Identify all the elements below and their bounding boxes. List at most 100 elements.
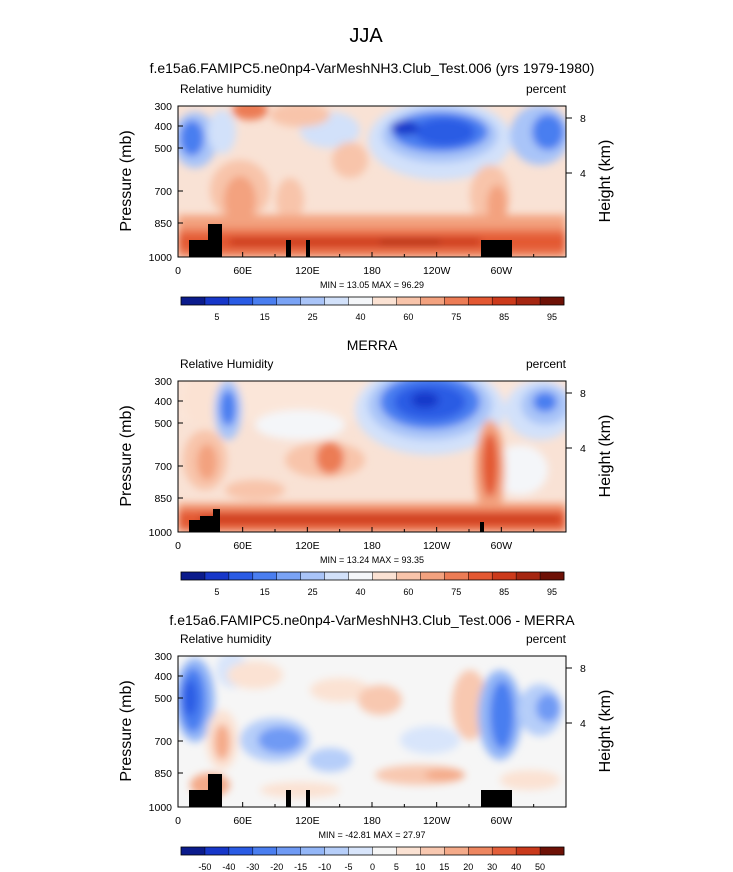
panel-3-x-tick-label: 120E: [295, 815, 320, 827]
panel-3-colorbar-box: [444, 847, 469, 855]
panel-3-y2label: Height (km): [597, 690, 614, 773]
panel-3-colorbar-label: 30: [487, 862, 497, 872]
panel-1-colorbar-box: [444, 297, 469, 305]
panel-2-colorbar-box: [420, 572, 445, 580]
panel-2-colorbar-box: [468, 572, 493, 580]
panel-1-colorbar-box: [276, 297, 301, 305]
panel-2-field: [178, 381, 566, 532]
panel-2-y2-tick-label: 4: [580, 443, 586, 455]
panel-1-field: [178, 106, 566, 257]
panel-2-x-tick-label: 60W: [491, 540, 513, 552]
panel-3-colorbar-box: [372, 847, 397, 855]
panel-2-colorbar-label: 5: [214, 587, 219, 597]
panel-1-x-tick-label: 60W: [491, 265, 513, 277]
panel-1-y-tick-label: 700: [154, 186, 172, 198]
panel-2-colorbar-label: 75: [451, 587, 461, 597]
panel-1-right-label: percent: [526, 82, 567, 96]
panel-3-title: f.e15a6.FAMIPC5.ne0np4-VarMeshNH3.Club_T…: [169, 612, 575, 628]
panel-2-colorbar-box: [181, 572, 206, 580]
panel-3-colorbar-box: [228, 847, 254, 855]
panel-2-colorbar-label: 25: [308, 587, 318, 597]
panel-3-colorbar-box: [396, 847, 421, 855]
panel-3-colorbar-label: -5: [345, 862, 353, 872]
panel-3-x-tick-label: 120W: [423, 815, 451, 827]
panel-1-y-tick-label: 850: [154, 218, 172, 230]
panel-2-colorbar-box: [324, 572, 349, 580]
panel-3-colorbar-label: -30: [246, 862, 259, 872]
panel-2-colorbar-box: [516, 572, 541, 580]
panel-3-x-tick-label: 60E: [233, 815, 252, 827]
panel-3-colorbar-box: [468, 847, 493, 855]
panel-3-colorbar-box: [492, 847, 517, 855]
panel-1-x-tick-label: 120E: [295, 265, 320, 277]
panel-1-colorbar-box: [396, 297, 421, 305]
panel-2-x-tick-label: 60E: [233, 540, 252, 552]
panel-3-colorbar-label: 0: [370, 862, 375, 872]
panel-2-y-tick-label: 500: [154, 418, 172, 430]
panel-3-colorbar: -50 -40 -30 -20 -15 -10 -5 0 5 10 15 20 30 40 50: [180, 846, 565, 872]
panel-1-colorbar: 5 15 25 40 60 75 85 95: [180, 296, 565, 322]
panel-1-y2label: Height (km): [597, 140, 614, 223]
panel-1-stats: MIN = 13.05 MAX = 96.29: [320, 280, 424, 290]
panel-1-left-label: Relative humidity: [180, 82, 271, 96]
panel-1-y-tick-label: 500: [154, 143, 172, 155]
figure-title: JJA: [349, 25, 383, 47]
panel-2-colorbar-box: [348, 572, 373, 580]
panel-3-colorbar-box: [540, 847, 565, 855]
panel-1-x-tick-label: 0: [175, 265, 181, 277]
panel-1-ylabel: Pressure (mb): [118, 130, 135, 231]
panel-3-left-label: Relative humidity: [180, 632, 271, 646]
panel-3-colorbar-box: [300, 847, 325, 855]
panel-3-y-tick-label: 850: [154, 768, 172, 780]
panel-3-colorbar-box: [252, 847, 278, 855]
panel-3-ylabel: Pressure (mb): [118, 680, 135, 781]
panel-3-stats: MIN = -42.81 MAX = 27.97: [318, 830, 425, 840]
panel-1-colorbar-box: [516, 297, 541, 305]
panel-2-left-label: Relative Humidity: [180, 357, 273, 371]
panel-1-colorbar-label: 40: [356, 312, 366, 322]
panel-2-y-tick-label: 1000: [149, 527, 173, 539]
panel-3-y2-tick-label: 8: [580, 663, 586, 675]
panel-1-y-tick-label: 300: [154, 101, 172, 113]
panel-3-y-tick-label: 300: [154, 651, 172, 663]
panel-1-colorbar-label: 60: [403, 312, 413, 322]
panel-2-colorbar-box: [396, 572, 421, 580]
panel-1-colorbar-box: [540, 297, 565, 305]
panel-2-colorbar-box: [228, 572, 254, 580]
panel-1-colorbar-box: [300, 297, 325, 305]
panel-3-y-tick-label: 400: [154, 671, 172, 683]
panel-1-colorbar-label: 75: [451, 312, 461, 322]
panel-1-colorbar-box: [420, 297, 445, 305]
panel-3-colorbar-label: -15: [294, 862, 307, 872]
panel-1-colorbar-box: [252, 297, 278, 305]
panel-2-ylabel: Pressure (mb): [118, 405, 135, 506]
panel-2-title: MERRA: [347, 337, 398, 353]
panel-1-y-tick-label: 400: [154, 121, 172, 133]
panel-3-y-tick-label: 700: [154, 736, 172, 748]
panel-3-colorbar-label: 5: [394, 862, 399, 872]
panel-3-right-label: percent: [526, 632, 567, 646]
panel-2-stats: MIN = 13.24 MAX = 93.35: [320, 555, 424, 565]
panel-3-x-tick-label: 0: [175, 815, 181, 827]
panel-2-colorbar-box: [372, 572, 397, 580]
panel-2-colorbar-box: [492, 572, 517, 580]
panel-2-colorbar-label: 85: [499, 587, 509, 597]
panel-2-colorbar-box: [252, 572, 278, 580]
panel-2-y-tick-label: 300: [154, 376, 172, 388]
panel-3-colorbar-box: [324, 847, 349, 855]
panel-2-colorbar-label: 40: [356, 587, 366, 597]
panel-1-colorbar-box: [372, 297, 397, 305]
panel-1-colorbar-label: 85: [499, 312, 509, 322]
panel-2-x-tick-label: 120W: [423, 540, 451, 552]
panel-3-colorbar-label: 50: [535, 862, 545, 872]
panel-1-y-tick-label: 1000: [149, 252, 173, 264]
panel-3-colorbar-label: 40: [511, 862, 521, 872]
panel-1-colorbar-label: 95: [547, 312, 557, 322]
panel-2-colorbar-label: 15: [260, 587, 270, 597]
panel-3-y-tick-label: 1000: [149, 802, 173, 814]
panel-3-colorbar-label: 20: [463, 862, 473, 872]
panel-3-colorbar-box: [276, 847, 301, 855]
panel-1-colorbar-box: [492, 297, 517, 305]
panel-3-colorbar-box: [204, 847, 230, 855]
